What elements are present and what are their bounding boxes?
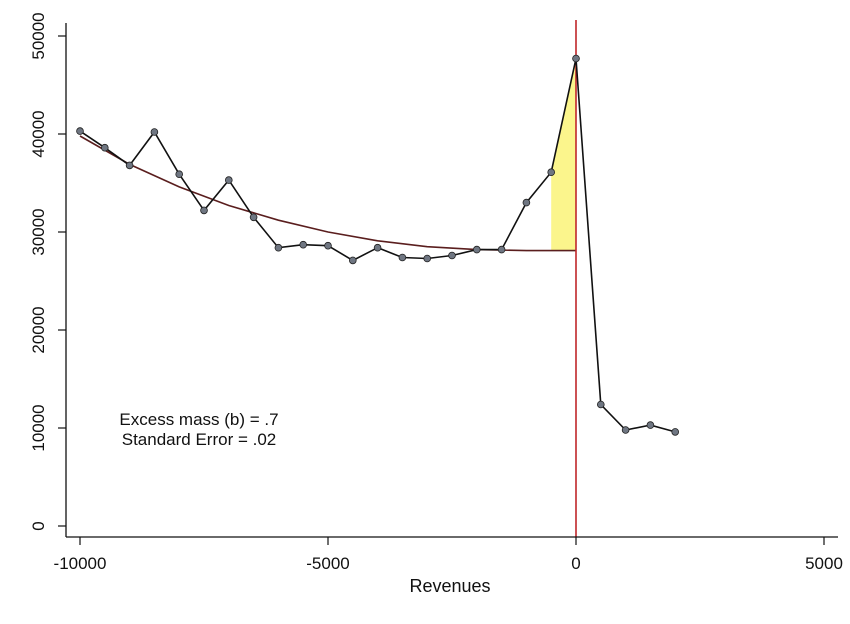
data-point — [547, 168, 555, 177]
annotation-excess-mass: Excess mass (b) = .7 — [119, 410, 278, 429]
data-point — [497, 245, 506, 254]
annotation-standard-error: Standard Error = .02 — [122, 430, 277, 449]
x-tick-label: 5000 — [805, 554, 843, 573]
y-tick-label: 0 — [29, 521, 48, 530]
data-point — [274, 243, 283, 252]
data-point — [324, 241, 332, 250]
data-point — [448, 251, 456, 260]
x-tick-label: 0 — [571, 554, 580, 573]
data-point — [671, 428, 679, 436]
ticks: -10000 -5000 0 5000010000200003000040000500… — [29, 12, 843, 573]
y-tick-label: 50000 — [29, 12, 48, 59]
data-point — [572, 54, 580, 63]
data-point — [522, 198, 531, 207]
x-axis-title: Revenues — [409, 576, 490, 596]
data-point — [348, 256, 357, 265]
data-point — [472, 245, 481, 254]
excess-mass-area — [551, 58, 576, 251]
data-point — [125, 161, 134, 170]
data-point — [76, 127, 84, 135]
y-tick-label: 40000 — [29, 110, 48, 157]
data-point — [398, 253, 407, 262]
counterfactual-curve — [79, 135, 576, 252]
y-tick-label: 10000 — [29, 404, 48, 451]
x-tick-label: -10000 — [54, 554, 107, 573]
data-point — [646, 421, 655, 429]
axes — [65, 23, 838, 538]
data-point — [150, 128, 159, 136]
data-point — [596, 400, 605, 409]
y-tick-label: 20000 — [29, 306, 48, 353]
data-point — [621, 426, 630, 434]
y-tick-label: 30000 — [29, 208, 48, 255]
data-point — [101, 143, 109, 152]
data-point — [423, 254, 432, 263]
data-point — [249, 213, 258, 222]
data-point — [373, 243, 382, 252]
x-tick-label: -5000 — [306, 554, 349, 573]
data-point — [200, 206, 208, 215]
plot-area — [76, 20, 679, 537]
data-point — [299, 240, 308, 249]
data-point — [225, 176, 233, 184]
data-point — [175, 170, 184, 179]
